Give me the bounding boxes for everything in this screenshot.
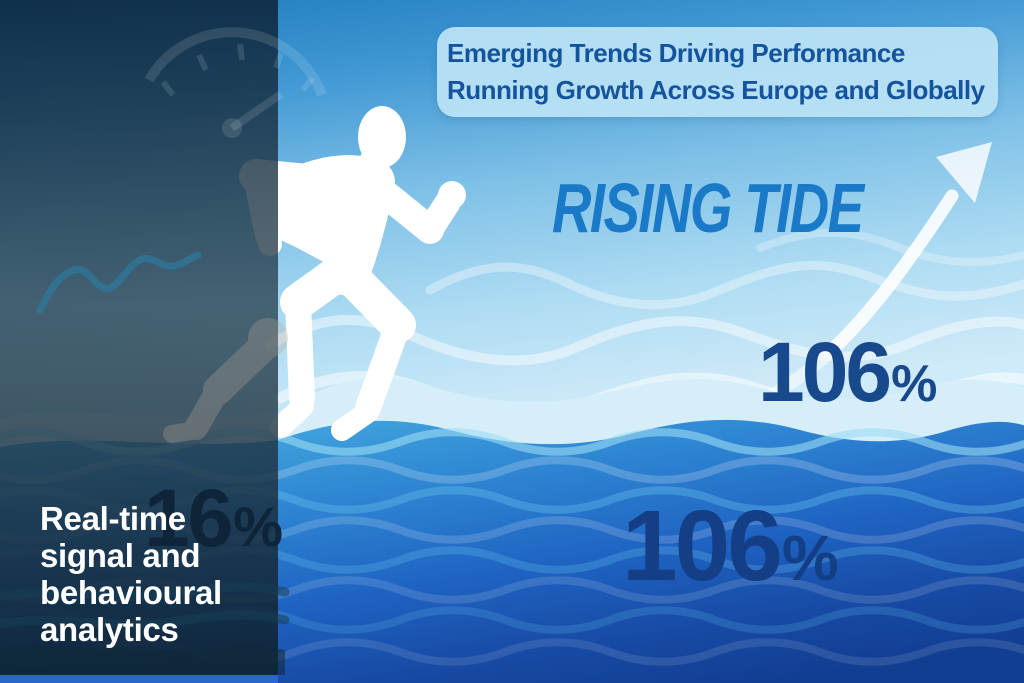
stat-upper: 106% [758, 330, 937, 414]
squiggle-line-icon [36, 251, 202, 314]
stat-side: 16% [144, 478, 283, 560]
stat-lower-value: 106 [622, 490, 783, 602]
title-banner: Emerging Trends Driving Performance Runn… [437, 27, 998, 117]
ghost-runner-icon [163, 318, 288, 443]
stat-lower: 106% [622, 496, 839, 596]
panel-wave-pattern [0, 582, 290, 675]
stat-lower-unit: % [781, 522, 839, 594]
caption-line-3: behavioural [40, 574, 222, 611]
stat-side-value: 16 [144, 473, 233, 564]
speedometer-icon [144, 27, 327, 138]
bottom-strip [0, 675, 278, 683]
headline-rising-tide: RISING TIDE [552, 169, 864, 247]
caption-line-1: Real-time [40, 500, 186, 537]
caption-line-4: analytics [40, 611, 179, 648]
title-line-2: Running Growth Across Europe and Globall… [447, 75, 985, 105]
stat-side-unit: % [233, 495, 284, 558]
stat-upper-unit: % [891, 355, 938, 413]
dark-side-panel [0, 0, 278, 675]
caption-line-2: signal and [40, 537, 201, 574]
title-line-1: Emerging Trends Driving Performance [447, 38, 905, 68]
caption-text: Real-time signal and behavioural analyti… [40, 500, 222, 648]
stat-upper-value: 106 [758, 325, 892, 419]
